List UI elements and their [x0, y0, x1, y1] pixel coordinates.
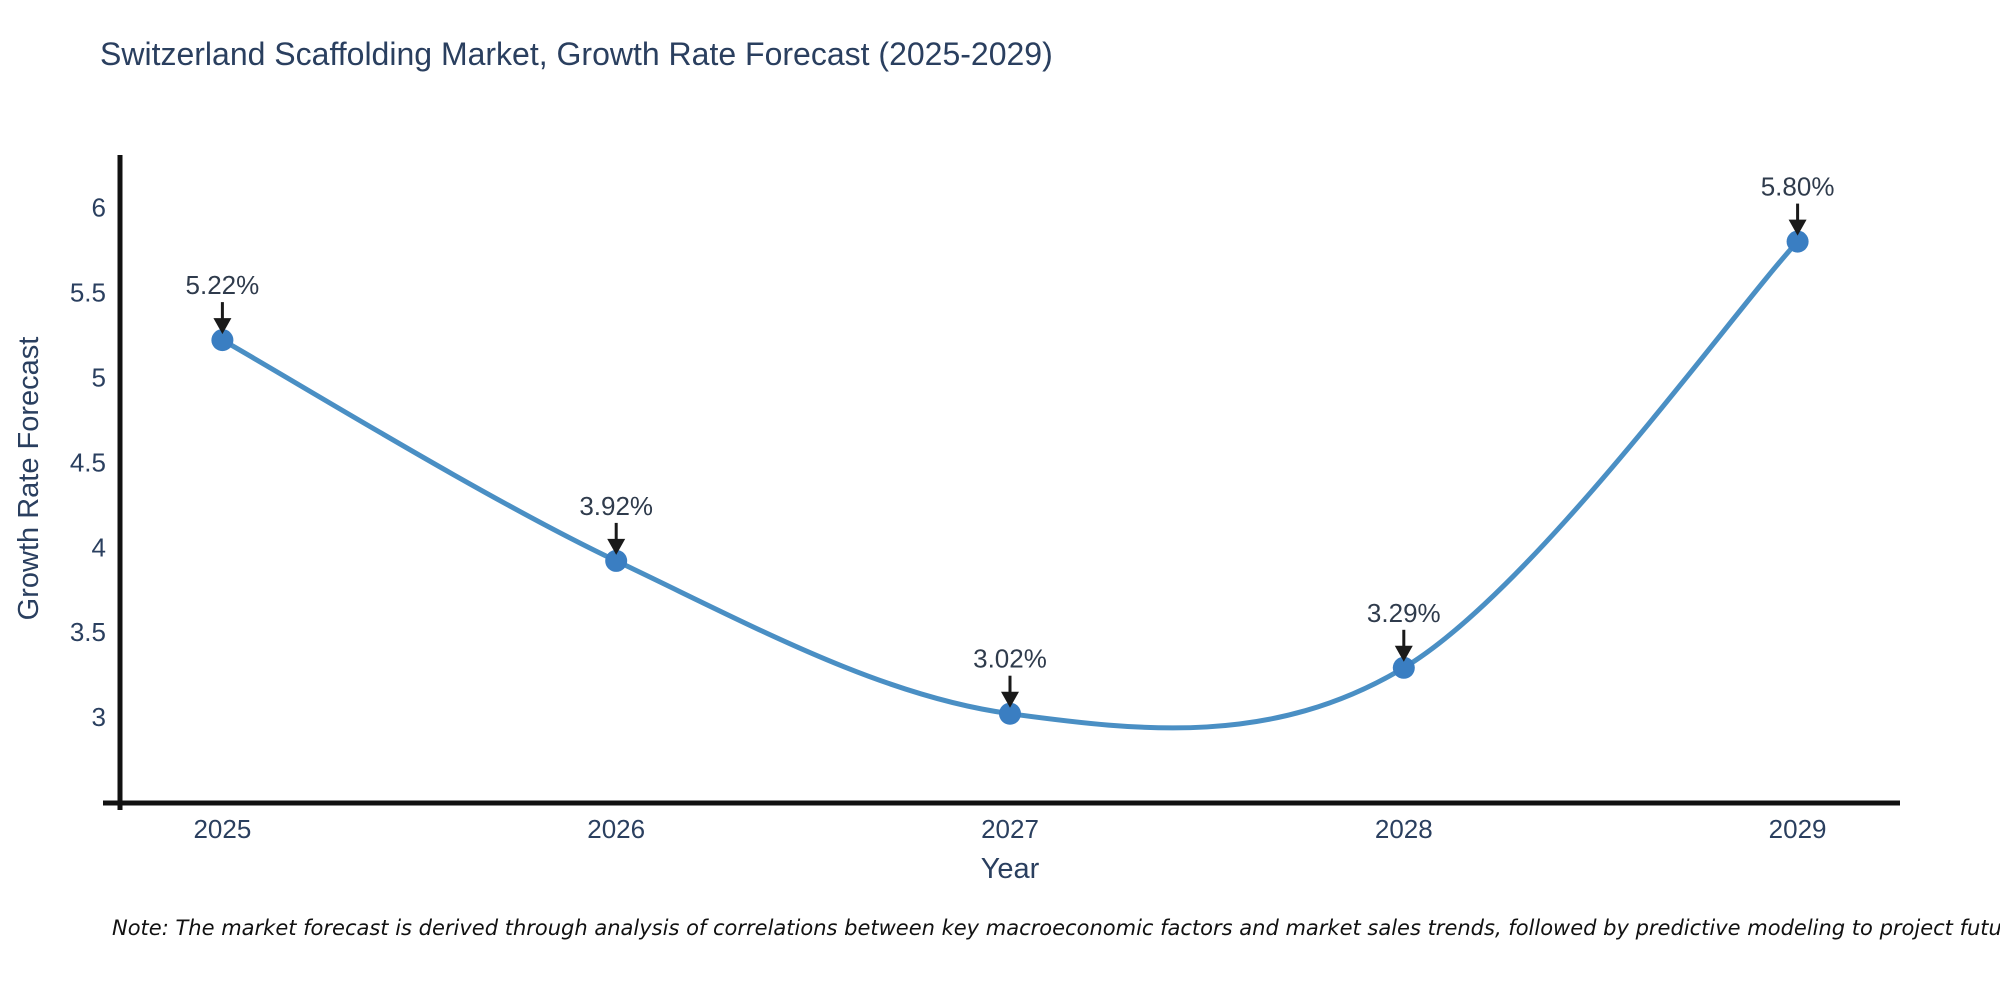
point-annotation-label: 3.92%: [579, 491, 653, 521]
annotation-arrowhead: [1001, 691, 1019, 708]
x-tick-label: 2029: [1769, 814, 1827, 844]
data-point-marker: [211, 329, 234, 352]
x-tick-label: 2027: [981, 814, 1039, 844]
y-axis-title: Growth Rate Forecast: [13, 337, 45, 621]
annotation-arrowhead: [607, 538, 626, 555]
y-tick-label: 3: [92, 702, 106, 732]
y-tick-label: 5.5: [70, 278, 106, 308]
x-tick-label: 2028: [1375, 814, 1433, 844]
annotation-arrowhead: [213, 318, 232, 335]
y-tick-label: 3.5: [70, 617, 106, 647]
data-point-marker: [1786, 230, 1809, 253]
y-tick-label: 5: [92, 363, 106, 393]
y-tick-label: 4: [92, 532, 106, 562]
y-tick-label: 4.5: [70, 447, 106, 477]
point-annotation-label: 5.22%: [186, 270, 260, 300]
x-tick-label: 2026: [587, 814, 645, 844]
x-axis-title: Year: [981, 853, 1040, 885]
footnote: Note: The market forecast is derived thr…: [112, 916, 2000, 940]
point-annotation-label: 3.02%: [973, 644, 1047, 674]
data-point-marker: [999, 702, 1021, 725]
data-point-marker: [605, 549, 628, 572]
point-annotation-label: 5.80%: [1761, 172, 1835, 202]
chart-title: Switzerland Scaffolding Market, Growth R…: [100, 36, 1053, 72]
data-point-marker: [1392, 656, 1415, 679]
annotation-arrowhead: [1788, 219, 1807, 236]
annotation-arrowhead: [1394, 645, 1413, 662]
x-tick-label: 2025: [193, 814, 251, 844]
point-annotation-label: 3.29%: [1367, 598, 1441, 628]
y-tick-label: 6: [92, 193, 106, 223]
